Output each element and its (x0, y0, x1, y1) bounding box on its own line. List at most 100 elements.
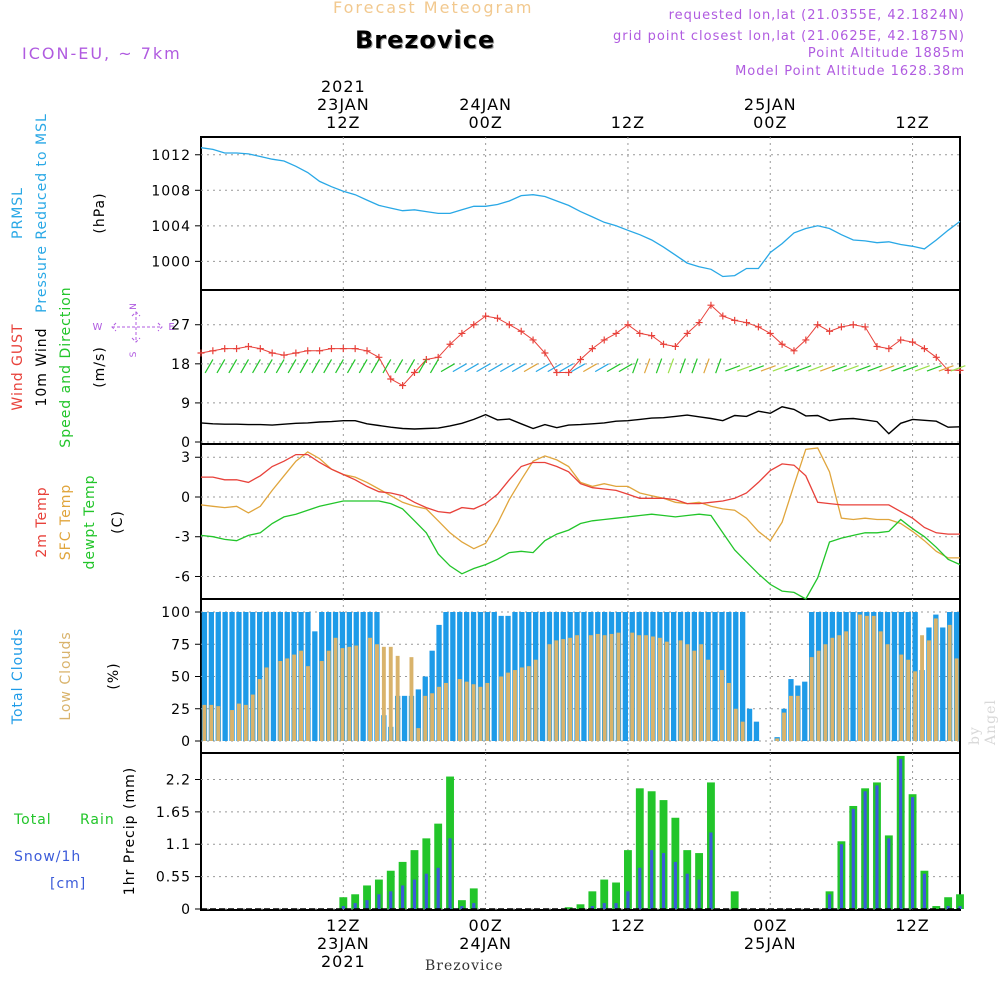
low-cloud-bar (878, 631, 883, 741)
y-tick-label: 0.55 (156, 870, 191, 886)
low-cloud-bar (561, 639, 566, 741)
wind-arrow (464, 363, 479, 373)
y-tick-label: 0 (181, 435, 191, 451)
compass-south: S (129, 351, 139, 358)
low-cloud-bar (699, 644, 704, 741)
total-cloud-bar (891, 612, 898, 741)
total-cloud-bar (457, 612, 463, 741)
total-cloud-bar (415, 689, 421, 741)
gust-marker (932, 353, 940, 361)
top-time-label: 2021 (321, 77, 366, 96)
wind-arrow (299, 359, 309, 374)
compass-north: N (129, 302, 139, 310)
snow-bar (424, 873, 428, 909)
low-cloud-bar (347, 646, 352, 741)
low-cloud-bar (437, 686, 441, 741)
wind-arrow (418, 359, 427, 374)
wind-arrow (204, 359, 214, 374)
total-cloud-bar (401, 695, 408, 741)
total-cloud-bar (436, 624, 442, 741)
snow-bar (899, 758, 903, 909)
total-cloud-bar (622, 612, 628, 741)
low-cloud-bar (471, 684, 476, 741)
precip-snow-label: Snow/1h (14, 849, 81, 865)
snow-bar (460, 906, 464, 909)
gust-marker (837, 323, 845, 331)
total-cloud-bar (753, 721, 760, 741)
grid-point-coordinates: grid point closest lon,lat (21.0625E, 42… (613, 29, 965, 44)
low-cloud-bar (375, 644, 379, 741)
t2m-label: 2m Temp (34, 486, 50, 557)
gust-marker (588, 345, 596, 353)
rain-bar (457, 900, 466, 909)
y-tick-label: 1000 (151, 254, 191, 270)
gust-marker (600, 336, 608, 344)
rain-bar (434, 823, 443, 909)
y-tick-label: 0 (181, 734, 191, 750)
total-cloud-bar (257, 612, 263, 741)
dewpoint-line (200, 500, 961, 600)
rain-bar (956, 894, 964, 909)
y-tick-label: 9 (181, 396, 191, 412)
total-cloud-bar (270, 612, 277, 741)
bottom-time-label: 24JAN (459, 934, 512, 953)
low-cloud-bar (257, 679, 262, 741)
snow-bar (389, 891, 393, 909)
gust-marker (529, 336, 537, 344)
low-cloud-bar (526, 666, 531, 741)
snow-bar (875, 785, 879, 909)
low-cloud-bar (933, 618, 938, 741)
dewpt-label: dewpt Temp (82, 474, 98, 569)
gust-marker (766, 329, 774, 337)
gust-marker (861, 323, 869, 331)
panel-frame-pressure (200, 136, 961, 291)
gust-marker (280, 351, 288, 359)
gust-marker (683, 329, 691, 337)
wind-arrow (606, 363, 621, 373)
low-cloud-bar (720, 670, 724, 741)
low-cloud-bar (568, 637, 573, 741)
top-time-label: 24JAN (459, 95, 512, 114)
total-cloud-bar (215, 612, 221, 741)
wind-arrow (252, 359, 261, 374)
snow-bar (887, 838, 891, 909)
wind-arrow (452, 363, 467, 373)
low-cloud-bar (706, 659, 711, 741)
low-cloud-bar (444, 682, 448, 741)
wind-arrow (679, 358, 686, 374)
total-clouds-label: Total Clouds (10, 628, 26, 725)
total-cloud-bar (464, 612, 470, 741)
low-cloud-bar (457, 679, 462, 741)
wind-arrow (216, 359, 226, 374)
y-tick-label: 75 (171, 637, 191, 653)
snow-bar (436, 867, 440, 909)
bottom-time-label: 2021 (321, 952, 366, 971)
total-cloud-bar (733, 612, 739, 741)
total-cloud-bar (746, 708, 753, 741)
wind-arrow (855, 365, 871, 372)
y-tick-label: 2.2 (166, 772, 191, 788)
wind-label: 10m Wind (34, 327, 50, 406)
wind-arrow (476, 363, 491, 373)
bottom-time-label: 23JAN (317, 934, 370, 953)
total-cloud-bar (726, 612, 732, 741)
precip-rain-label: Rain (80, 812, 115, 828)
temp-unit: (C) (110, 510, 126, 534)
low-cloud-bar (858, 614, 862, 741)
wind-arrow (950, 365, 966, 372)
wind-arrow (382, 359, 392, 374)
y-tick-label: 50 (171, 670, 191, 686)
y-tick-label: 18 (171, 357, 191, 373)
wind-arrow (346, 359, 356, 374)
low-cloud-bar (816, 650, 821, 741)
gust-marker (660, 340, 668, 348)
gust-marker (565, 369, 573, 377)
wind-arrow (784, 365, 800, 372)
low-cloud-bar (726, 682, 731, 741)
wind-arrow (559, 363, 574, 373)
gust-marker (802, 336, 810, 344)
gust-marker (197, 349, 205, 357)
total-cloud-bar (243, 612, 249, 741)
wind-arrow (938, 365, 954, 372)
gust-marker (292, 349, 300, 357)
